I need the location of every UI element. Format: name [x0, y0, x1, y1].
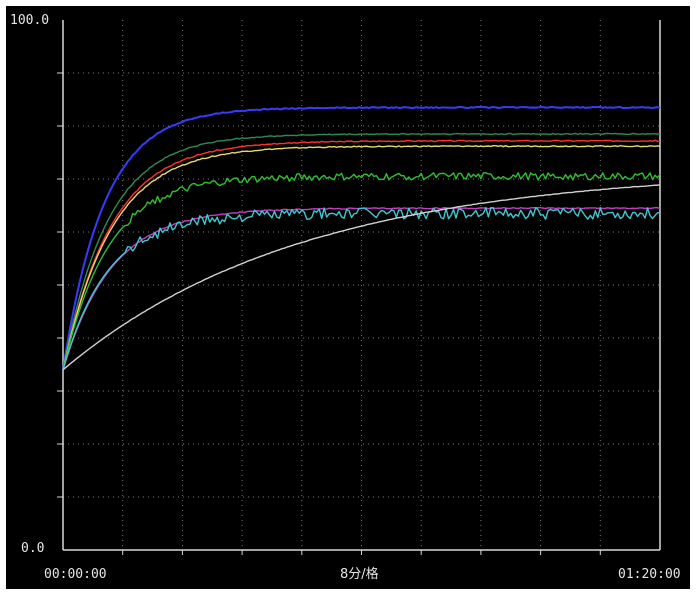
chart-panel: 100.0 0.0 00:00:00 8分/格 01:20:00 — [6, 6, 690, 589]
grid-layer — [57, 20, 660, 555]
axis-layer — [62, 20, 661, 551]
series-line-8 — [62, 184, 661, 371]
series-line-7 — [62, 206, 661, 370]
x-scale-label: 8分/格 — [340, 566, 379, 582]
series-layer — [62, 105, 661, 371]
y-max-label: 100.0 — [10, 13, 49, 28]
y-min-label: 0.0 — [21, 541, 44, 556]
series-line-5 — [62, 172, 661, 370]
series-line-3 — [62, 139, 661, 370]
series-line-2 — [62, 132, 661, 370]
x-start-label: 00:00:00 — [44, 567, 107, 582]
x-end-label: 01:20:00 — [618, 567, 681, 582]
series-line-1 — [62, 105, 661, 370]
series-line-4 — [62, 144, 661, 370]
chart-svg: 100.0 0.0 00:00:00 8分/格 01:20:00 — [10, 13, 681, 582]
